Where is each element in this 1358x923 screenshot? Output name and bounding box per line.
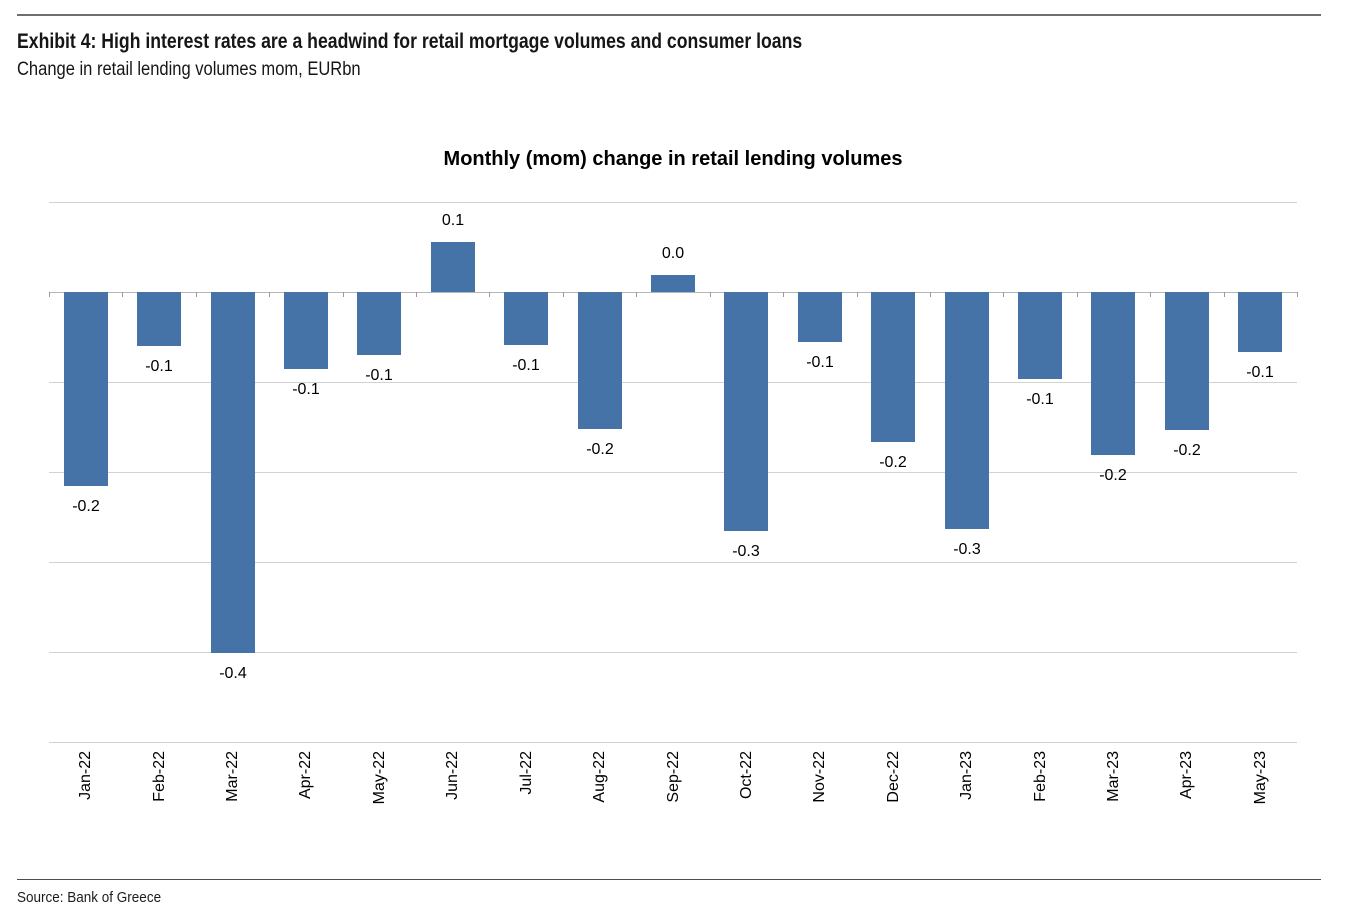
bar-value-label: -0.3 (953, 541, 981, 558)
bar-value-label: -0.2 (1099, 467, 1127, 484)
gridline (49, 562, 1297, 563)
x-axis-label: Nov-22 (811, 751, 828, 803)
axis-tick (710, 292, 711, 297)
axis-tick (930, 292, 931, 297)
x-axis-label: Sep-22 (665, 751, 682, 803)
zero-axis-line (49, 292, 1297, 293)
bar-value-label: -0.1 (365, 367, 393, 384)
axis-tick (783, 292, 784, 297)
bar-may-23 (1238, 292, 1282, 352)
x-axis-label: Feb-23 (1032, 751, 1049, 802)
x-axis-label: Oct-22 (738, 751, 755, 800)
bar-value-label: -0.1 (1026, 391, 1054, 408)
axis-tick (1297, 292, 1298, 297)
bar-value-label: -0.1 (145, 358, 173, 375)
bar-value-label: -0.3 (732, 543, 760, 560)
x-axis-label: Jan-22 (77, 751, 94, 800)
x-axis-label: Feb-22 (151, 751, 168, 802)
axis-tick (1077, 292, 1078, 297)
bar-jan-23 (945, 292, 989, 529)
axis-tick (416, 292, 417, 297)
x-axis-label: Jun-22 (444, 751, 461, 800)
bar-feb-22 (137, 292, 181, 346)
bar-jul-22 (504, 292, 548, 345)
axis-tick (269, 292, 270, 297)
gridline (49, 382, 1297, 383)
bar-sep-22 (651, 275, 695, 292)
bar-mar-23 (1091, 292, 1135, 455)
chart-title: Monthly (mom) change in retail lending v… (443, 148, 903, 170)
bar-nov-22 (798, 292, 842, 342)
bar-feb-23 (1018, 292, 1062, 379)
bar-aug-22 (578, 292, 622, 429)
bar-value-label: 0.1 (441, 212, 465, 229)
bar-value-label: -0.2 (586, 441, 614, 458)
axis-tick (196, 292, 197, 297)
x-axis-label: Mar-23 (1105, 751, 1122, 802)
bar-value-label: -0.1 (806, 354, 834, 371)
axis-tick (343, 292, 344, 297)
gridline (49, 742, 1297, 743)
axis-tick (563, 292, 564, 297)
x-axis-label: Jul-22 (518, 751, 535, 795)
axis-tick (489, 292, 490, 297)
x-axis-label: May-22 (371, 751, 388, 805)
bar-apr-22 (284, 292, 328, 369)
bar-value-label: -0.2 (1173, 442, 1201, 459)
bar-jun-22 (431, 242, 475, 292)
bar-value-label: -0.1 (292, 381, 320, 398)
axis-tick (636, 292, 637, 297)
bar-value-label: -0.1 (1246, 364, 1274, 381)
bar-apr-23 (1165, 292, 1209, 430)
axis-tick (1224, 292, 1225, 297)
x-axis-label: Apr-22 (297, 751, 314, 800)
bar-value-label: -0.2 (879, 454, 907, 471)
axis-tick (1150, 292, 1151, 297)
bar-value-label: -0.2 (72, 498, 100, 515)
bar-may-22 (357, 292, 401, 355)
gridline (49, 472, 1297, 473)
bar-value-label: -0.1 (512, 357, 540, 374)
axis-tick (122, 292, 123, 297)
bar-oct-22 (724, 292, 768, 531)
bar-mar-22 (211, 292, 255, 653)
bar-dec-22 (871, 292, 915, 442)
exhibit-title: Exhibit 4: High interest rates are a hea… (17, 30, 803, 53)
bar-jan-22 (64, 292, 108, 486)
exhibit-subtitle: Change in retail lending volumes mom, EU… (17, 59, 361, 80)
axis-tick (1003, 292, 1004, 297)
header-divider (17, 14, 1321, 16)
x-axis-label: Aug-22 (591, 751, 608, 803)
x-axis-label: May-23 (1252, 751, 1269, 805)
x-axis-label: Dec-22 (885, 751, 902, 803)
x-axis-label: Mar-22 (224, 751, 241, 802)
source-note: Source: Bank of Greece (17, 889, 162, 906)
axis-tick (857, 292, 858, 297)
x-axis-label: Apr-23 (1178, 751, 1195, 800)
gridline (49, 652, 1297, 653)
gridline (49, 202, 1297, 203)
bar-value-label: -0.4 (219, 665, 247, 682)
x-axis-label: Jan-23 (958, 751, 975, 800)
footer-divider (17, 879, 1321, 880)
bar-value-label: 0.0 (661, 245, 685, 262)
axis-tick (49, 292, 50, 297)
